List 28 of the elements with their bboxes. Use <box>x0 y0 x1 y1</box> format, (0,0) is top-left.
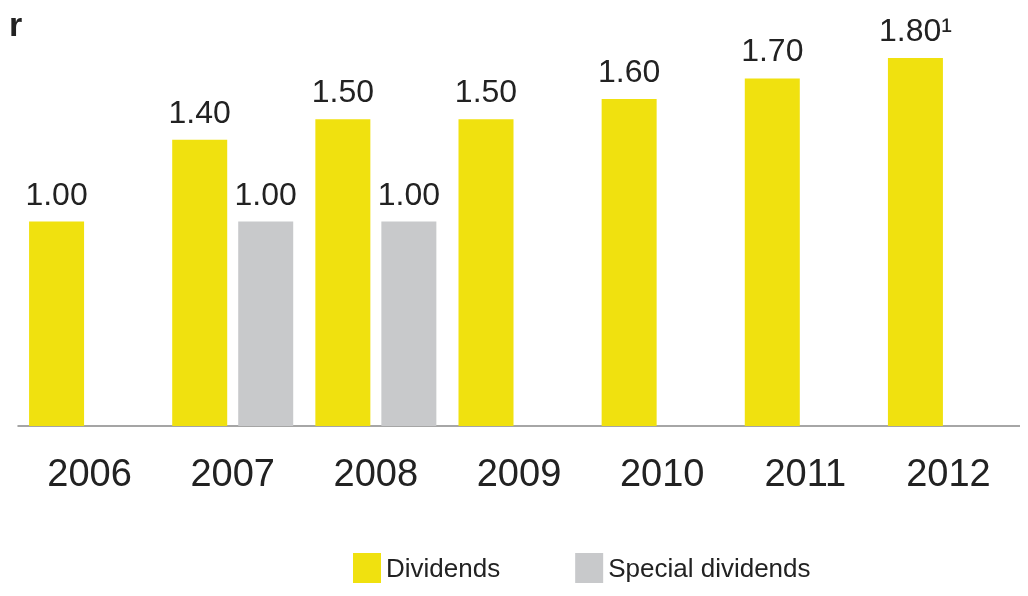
data-label: 1.50 <box>454 73 518 110</box>
bar <box>744 78 800 426</box>
bar <box>315 119 371 426</box>
data-label: 1.50 <box>311 73 374 110</box>
x-tick-label: 2011 <box>764 452 847 494</box>
x-tick-label: 2006 <box>47 452 132 494</box>
bar <box>381 221 437 426</box>
bar <box>238 221 294 426</box>
data-label: 1.70 <box>741 32 804 69</box>
data-label: 1.00 <box>234 175 297 212</box>
x-tick-label: 2009 <box>476 452 562 494</box>
bar <box>29 221 85 426</box>
chart-title: r <box>9 5 23 43</box>
x-tick-label: 2007 <box>190 452 275 494</box>
data-label: 1.00 <box>25 175 88 212</box>
bar <box>172 139 228 426</box>
bar <box>601 98 657 426</box>
data-label: 1.80¹ <box>878 12 952 48</box>
data-label: 1.60 <box>598 52 661 89</box>
x-tick-label: 2012 <box>906 452 991 494</box>
bar <box>458 119 514 426</box>
data-label: 1.40 <box>168 93 231 130</box>
x-tick-label: 2008 <box>333 452 419 494</box>
bar <box>887 58 943 426</box>
legend-label: Dividends <box>386 553 501 583</box>
x-tick-label: 2010 <box>619 452 705 494</box>
legend-label: Special dividends <box>608 553 811 583</box>
data-label: 1.00 <box>377 175 440 212</box>
